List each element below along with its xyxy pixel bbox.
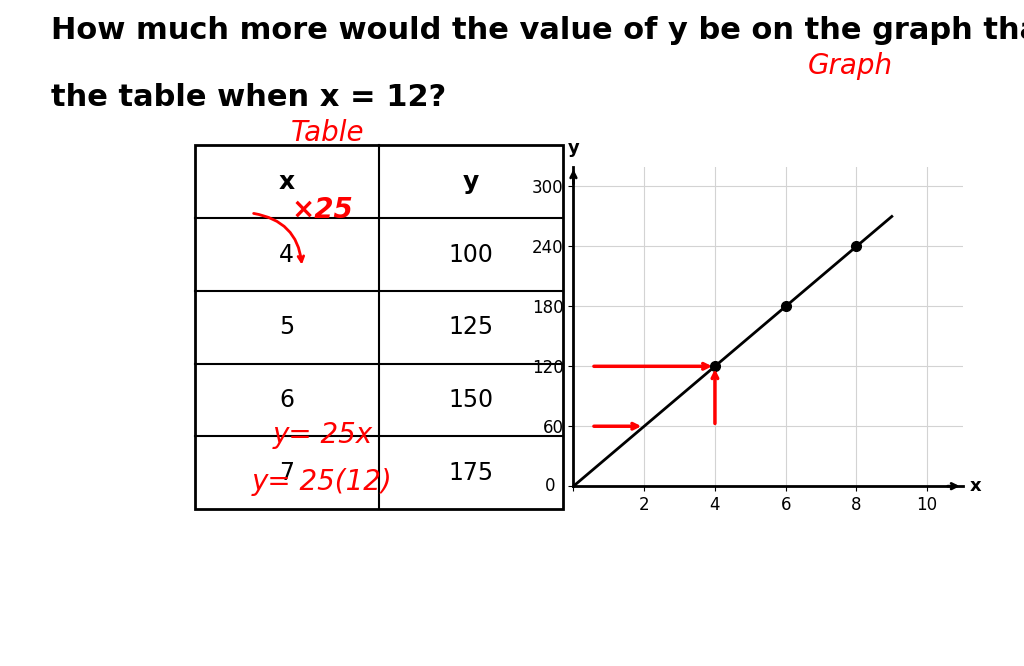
Text: ×25: ×25 bbox=[292, 196, 353, 224]
Text: y: y bbox=[567, 139, 580, 157]
Text: 125: 125 bbox=[449, 315, 494, 339]
Text: y= 25(12): y= 25(12) bbox=[252, 468, 393, 496]
Text: 0: 0 bbox=[545, 477, 556, 496]
Text: Table: Table bbox=[291, 119, 365, 147]
Text: 150: 150 bbox=[449, 388, 494, 412]
Text: y= 25x: y= 25x bbox=[272, 421, 373, 449]
Text: Graph: Graph bbox=[807, 52, 893, 80]
Text: the table when x = 12?: the table when x = 12? bbox=[51, 83, 446, 112]
Text: So if X is 12, so let's do this one first for the table 25.: So if X is 12, so let's do this one firs… bbox=[143, 629, 811, 653]
Text: How much more would the value of y be on the graph than its value in: How much more would the value of y be on… bbox=[51, 15, 1024, 45]
Text: 100: 100 bbox=[449, 242, 494, 266]
Text: y: y bbox=[463, 170, 479, 194]
Text: 4: 4 bbox=[280, 242, 294, 266]
Bar bbox=[195, 145, 563, 509]
Text: 7: 7 bbox=[280, 461, 294, 485]
Text: 5: 5 bbox=[280, 315, 294, 339]
Text: x: x bbox=[279, 170, 295, 194]
Text: doing to get why you would be multiplying your X value by 30.: doing to get why you would be multiplyin… bbox=[143, 571, 931, 595]
Text: y= 30x: y= 30x bbox=[769, 426, 869, 454]
Text: x: x bbox=[970, 477, 981, 496]
Text: 6: 6 bbox=[280, 388, 294, 412]
Text: 175: 175 bbox=[449, 461, 494, 485]
